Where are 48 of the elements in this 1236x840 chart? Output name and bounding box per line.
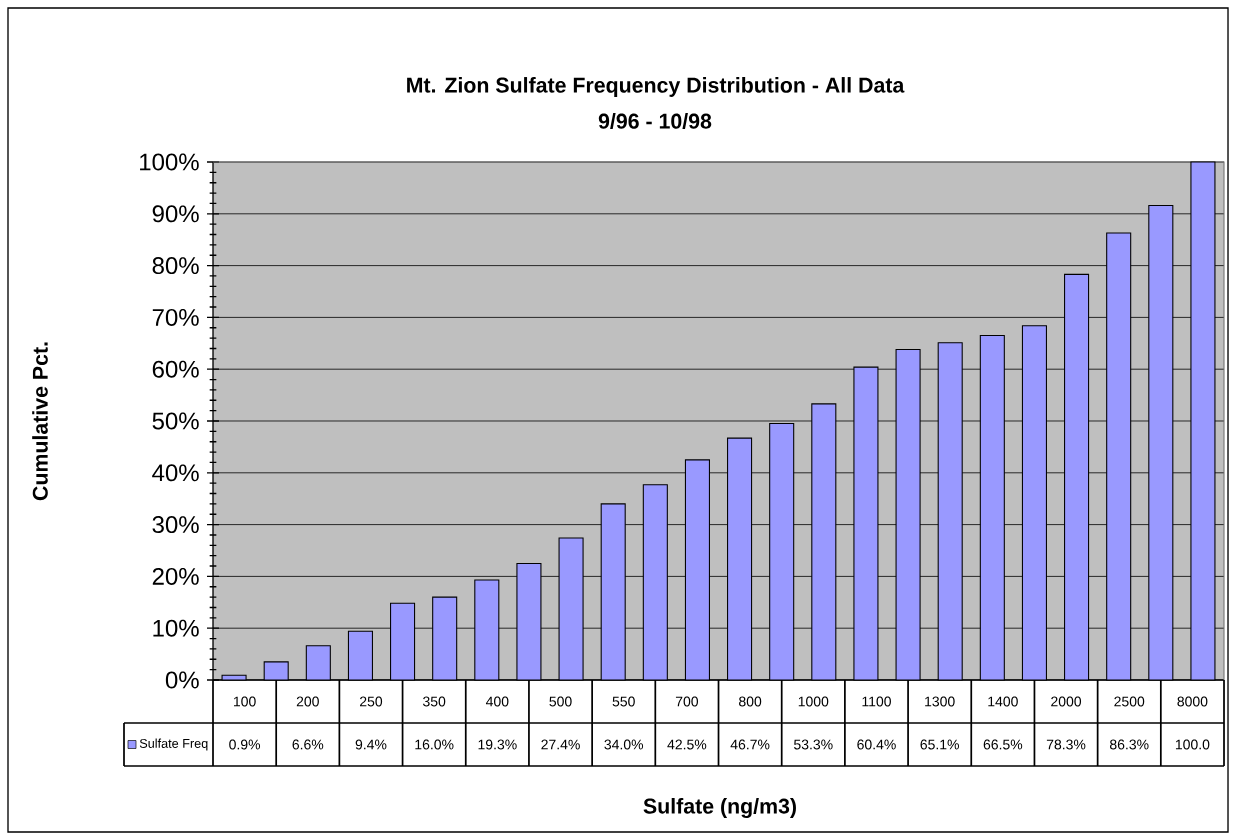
- data-label: 9.4%: [355, 739, 387, 750]
- y-tick-label: 100%: [140, 153, 199, 171]
- y-tick-label: 50%: [152, 412, 199, 430]
- data-label: 16.0%: [415, 739, 454, 750]
- x-tick-label: 550: [612, 696, 635, 707]
- y-tick-label: 0%: [165, 671, 199, 689]
- x-tick-label: 2500: [1114, 696, 1145, 707]
- data-label: 6.6%: [292, 739, 324, 750]
- data-label: 100.0: [1175, 739, 1210, 750]
- x-tick-label: 1000: [798, 696, 829, 707]
- data-label: 66.5%: [983, 739, 1023, 750]
- x-tick-label: 200: [296, 696, 319, 707]
- x-tick-label: 500: [549, 696, 572, 707]
- data-label: 53.3%: [794, 739, 833, 750]
- x-tick-label: 100: [233, 696, 256, 707]
- x-tick-label: 250: [360, 696, 383, 707]
- data-label: 34.0%: [604, 739, 644, 750]
- data-label: 0.9%: [229, 739, 261, 750]
- x-tick-label: 350: [423, 696, 446, 707]
- y-tick-label: 10%: [153, 619, 199, 637]
- y-tick-label: 80%: [152, 257, 199, 275]
- chart-subtitle: 9/96 - 10/98: [598, 113, 712, 129]
- legend-label: Sulfate Freq: [139, 738, 208, 751]
- x-tick-label: 800: [739, 696, 762, 707]
- x-tick-label: 8000: [1177, 696, 1208, 707]
- x-tick-label: 1100: [862, 696, 891, 707]
- data-label: 27.4%: [541, 739, 580, 750]
- data-label: 86.3%: [1109, 739, 1149, 750]
- y-tick-label: 60%: [152, 360, 199, 378]
- y-tick-label: 70%: [152, 308, 199, 326]
- y-tick-label: 20%: [152, 567, 199, 585]
- x-tick-label: 1400: [988, 696, 1018, 707]
- chart-title: Mt. Zion Sulfate Frequency Distribution - All Data: [407, 77, 905, 97]
- y-tick-label: 90%: [152, 205, 199, 223]
- data-label: 65.1%: [920, 739, 959, 750]
- data-label: 60.4%: [857, 739, 896, 750]
- x-tick-label: 1300: [925, 696, 955, 707]
- data-label: 42.5%: [667, 739, 707, 750]
- y-tick-label: 40%: [152, 464, 199, 482]
- y-axis-title: Cumulative Pct.: [32, 342, 48, 501]
- x-axis-title: Sulfate (ng/m3): [643, 798, 796, 818]
- data-label: 19.3%: [478, 739, 517, 750]
- y-tick-label: 30%: [152, 516, 199, 534]
- data-label: 78.3%: [1046, 739, 1086, 750]
- x-tick-label: 2000: [1051, 696, 1082, 707]
- x-tick-label: 700: [675, 696, 699, 707]
- x-tick-label: 400: [485, 696, 509, 707]
- data-label: 46.7%: [730, 739, 770, 750]
